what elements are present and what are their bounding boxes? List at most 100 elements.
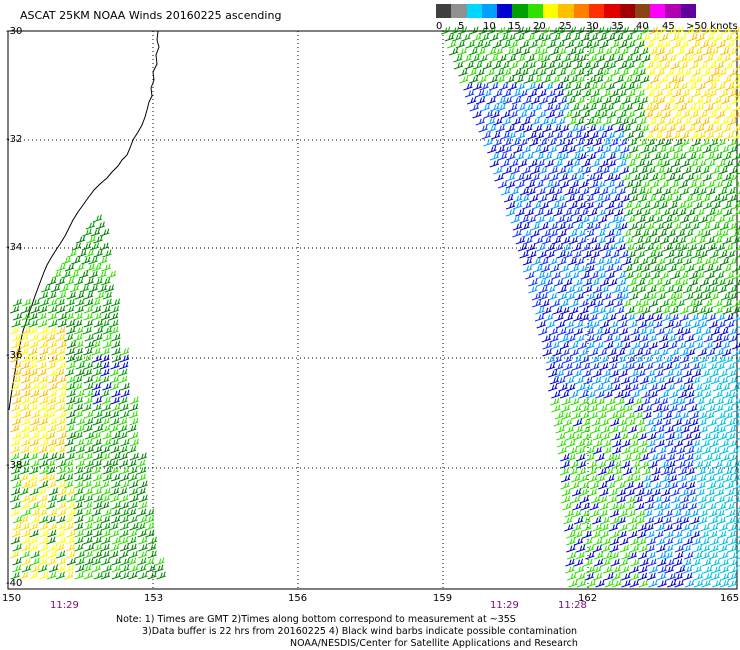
wind-barb: [73, 431, 83, 440]
wind-barb: [654, 138, 665, 147]
wind-barb: [567, 572, 577, 581]
wind-barb: [522, 257, 533, 266]
wind-barb: [548, 369, 558, 378]
wind-barb: [75, 494, 85, 503]
note-line-2: 3)Data buffer is 22 hrs from 20160225 4)…: [142, 626, 578, 637]
wind-barb: [74, 515, 84, 524]
wind-barb: [469, 103, 479, 112]
wind-barb: [145, 522, 155, 531]
wind-barb: [631, 460, 641, 469]
wind-barb: [611, 96, 621, 105]
wind-barb: [662, 411, 673, 420]
wind-barb: [553, 159, 563, 168]
wind-barb: [701, 68, 711, 77]
wind-barb: [625, 243, 635, 252]
wind-barb: [643, 509, 653, 518]
wind-barb: [595, 54, 605, 63]
wind-barb: [698, 250, 708, 259]
wind-barb: [572, 509, 582, 518]
wind-barb: [669, 82, 680, 91]
wind-barb: [92, 473, 103, 482]
wind-barb: [716, 138, 726, 147]
wind-barb: [707, 89, 717, 98]
wind-barb: [82, 466, 92, 475]
wind-barb: [690, 530, 700, 539]
wind-barb: [47, 389, 58, 398]
wind-barb: [83, 396, 93, 405]
wind-barb: [709, 47, 719, 56]
lat-label-34: -34: [6, 242, 23, 253]
wind-barb: [111, 480, 121, 489]
wind-barb: [666, 572, 676, 581]
wind-barb: [91, 340, 101, 349]
wind-barb: [639, 47, 649, 56]
wind-barb: [632, 397, 643, 406]
legend-swatch: [436, 4, 452, 18]
wind-barb: [660, 306, 671, 315]
wind-barb: [709, 369, 719, 378]
wind-barb: [619, 250, 629, 259]
wind-barb: [590, 362, 600, 371]
wind-barb: [615, 411, 625, 420]
wind-barb: [537, 61, 547, 70]
wind-barb: [672, 509, 682, 518]
wind-barb: [606, 397, 616, 406]
wind-barb: [464, 89, 475, 98]
wind-barb: [635, 509, 646, 518]
wind-barb: [126, 508, 137, 517]
wind-barb: [613, 292, 623, 301]
wind-barb: [627, 425, 637, 434]
wind-barb: [541, 75, 551, 84]
wind-barb: [657, 558, 667, 567]
wind-barb: [629, 257, 640, 266]
wind-barb: [581, 61, 591, 70]
legend-tick-label: 25: [559, 21, 572, 32]
wind-barb: [645, 530, 655, 539]
wind-barb: [614, 54, 624, 63]
wind-barb: [102, 326, 112, 335]
wind-barb: [679, 488, 690, 497]
wind-barb: [549, 47, 560, 56]
wind-barb: [636, 285, 646, 294]
wind-barb: [608, 523, 618, 532]
wind-barb: [558, 145, 568, 154]
legend-swatch: [680, 4, 697, 18]
wind-barb: [57, 389, 67, 398]
wind-barb: [554, 89, 564, 98]
wind-barb: [705, 152, 715, 161]
wind-barb: [624, 131, 634, 140]
wind-barb: [629, 544, 640, 553]
wind-barb: [100, 368, 110, 377]
wind-barb: [655, 439, 665, 448]
wind-barb: [48, 354, 58, 363]
wind-barb: [726, 187, 736, 196]
wind-barb: [84, 431, 95, 440]
wind-barb: [718, 376, 729, 385]
wind-barb: [624, 481, 634, 490]
wind-barb: [663, 194, 673, 203]
wind-barb: [100, 557, 111, 566]
wind-barb: [493, 47, 503, 56]
wind-barb: [645, 327, 656, 336]
wind-barb: [732, 482, 740, 490]
wind-barb: [609, 544, 619, 553]
wind-barb: [542, 341, 552, 350]
wind-barb: [47, 424, 57, 433]
wind-barb: [537, 68, 547, 77]
wind-barb: [27, 494, 38, 503]
wind-barb: [526, 82, 536, 91]
wind-barb: [712, 383, 723, 392]
wind-barb: [730, 467, 740, 476]
wind-barb: [616, 516, 626, 525]
wind-barb: [665, 257, 675, 266]
wind-barb: [119, 529, 129, 538]
wind-barb: [84, 389, 94, 398]
legend-swatch: [497, 4, 513, 18]
wind-barb: [55, 298, 65, 307]
wind-barb: [612, 26, 622, 35]
lon-label-150: 150: [2, 593, 22, 604]
wind-barb: [20, 417, 31, 426]
wind-barb: [548, 166, 558, 175]
wind-barb: [632, 124, 642, 133]
wind-barb: [705, 411, 715, 420]
